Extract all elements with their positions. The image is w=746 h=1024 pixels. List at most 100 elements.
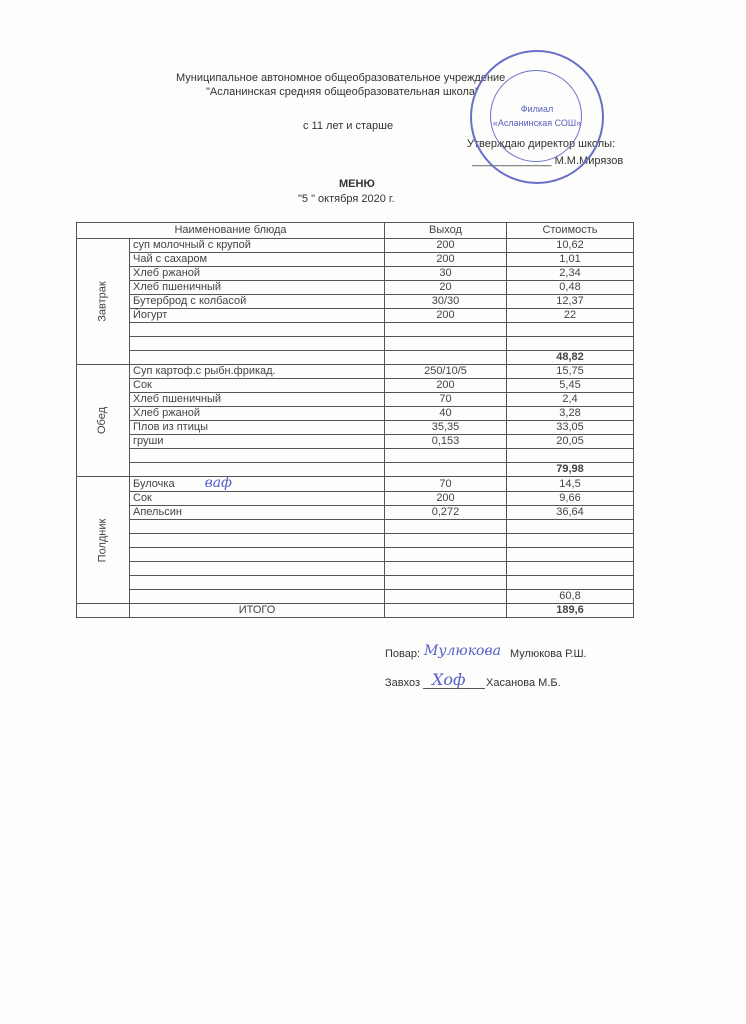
age-group: с 11 лет и старше	[303, 120, 394, 132]
dish-output: 20	[384, 280, 507, 295]
empty-cell	[76, 603, 130, 618]
dish-name: Апельсин	[129, 505, 385, 520]
table-row: Сок 200 9,66	[77, 491, 634, 506]
dish-output: 250/10/5	[384, 364, 507, 379]
dish-output: 35,35	[384, 420, 507, 435]
dish-name: суп молочный с крупой	[129, 238, 385, 253]
dish-name: Суп картоф.с рыбн.фрикад.	[129, 364, 385, 379]
header-cost: Стоимость	[506, 222, 634, 239]
dish-output: 200	[384, 491, 507, 506]
empty-cell	[129, 462, 385, 477]
dish-output	[384, 561, 507, 576]
org-line-2: "Асланинская средняя общеобразовательная…	[206, 86, 479, 98]
section-total-row: 48,82	[77, 350, 634, 365]
table-row: Полдник Булочка ваф 70 14,5	[76, 475, 634, 604]
dish-output	[384, 336, 507, 351]
dish-output: 200	[384, 308, 507, 323]
stamp-line-2: «Асланинская СОШ»	[492, 118, 582, 128]
table-row	[77, 561, 634, 576]
school-stamp: Филиал «Асланинская СОШ»	[470, 50, 604, 184]
dish-output	[384, 519, 507, 534]
empty-cell	[384, 589, 507, 604]
dish-name: Хлеб пшеничный	[129, 280, 385, 295]
table-row	[77, 575, 634, 590]
meal-label: Обед	[76, 364, 130, 477]
dish-cost: 10,62	[506, 238, 634, 253]
meal-name: Обед	[96, 406, 109, 435]
table-row	[77, 322, 634, 337]
dish-output	[384, 448, 507, 463]
table-row: Хлеб ржаной 30 2,34	[77, 266, 634, 281]
table-row: Обед Суп картоф.с рыбн.фрикад. 250/10/5 15,…	[76, 364, 634, 477]
dish-output: 40	[384, 406, 507, 421]
org-line-1: Муниципальное автономное общеобразовател…	[176, 72, 506, 84]
grand-total-row: ИТОГО 189,6	[76, 603, 634, 618]
dish-output: 30	[384, 266, 507, 281]
menu-table: Наименование блюда Выход Стоимость Завтр…	[76, 222, 634, 618]
dish-name: Бутерброд с колбасой	[129, 294, 385, 309]
table-row: Хлеб пшеничный 20 0,48	[77, 280, 634, 295]
section-total-row: 60,8	[77, 589, 634, 604]
dish-cost: 9,66	[506, 491, 634, 506]
supply-label: Завхоз	[385, 677, 421, 689]
table-row	[77, 533, 634, 548]
dish-cost	[506, 448, 634, 463]
table-row: Завтрак суп молочный с крупой 200 10,62	[76, 238, 634, 365]
table-row	[77, 336, 634, 351]
header-dish: Наименование блюда	[76, 222, 385, 239]
dish-name	[129, 547, 385, 562]
section-total: 60,8	[506, 589, 634, 604]
dish-name: Чай с сахаром	[129, 252, 385, 267]
table-row	[77, 448, 634, 463]
dish-name: Сок	[129, 491, 385, 506]
table-row: Бутерброд с колбасой 30/30 12,37	[77, 294, 634, 309]
dish-name: Хлеб ржаной	[129, 406, 385, 421]
dish-cost: 2,4	[506, 392, 634, 407]
dish-cost: 0,48	[506, 280, 634, 295]
table-row: Хлеб ржаной 40 3,28	[77, 406, 634, 421]
dish-output	[384, 547, 507, 562]
dish-name: Хлеб ржаной	[129, 266, 385, 281]
table-row	[77, 519, 634, 534]
dish-cost	[506, 575, 634, 590]
table-row	[77, 547, 634, 562]
table-row: Хлеб пшеничный 70 2,4	[77, 392, 634, 407]
dish-cost: 36,64	[506, 505, 634, 520]
dish-cost: 14,5	[506, 476, 634, 492]
table-row: Чай с сахаром 200 1,01	[77, 252, 634, 267]
dish-name: Йогурт	[129, 308, 385, 323]
empty-cell	[129, 589, 385, 604]
grand-total: 189,6	[506, 603, 634, 618]
supply-name: Хасанова М.Б.	[486, 677, 561, 689]
dish-output	[384, 322, 507, 337]
dish-cost: 20,05	[506, 434, 634, 449]
meal-label: Завтрак	[76, 238, 130, 365]
dish-cost: 15,75	[506, 364, 634, 379]
table-row: Плов из птицы 35,35 33,05	[77, 420, 634, 435]
cook-label: Повар:	[385, 648, 421, 660]
dish-cost: 1,01	[506, 252, 634, 267]
dish-name: Сок	[129, 378, 385, 393]
page-title: МЕНЮ	[339, 178, 375, 190]
cook-name: Мулюкова Р.Ш.	[510, 648, 587, 660]
dish-output: 70	[384, 392, 507, 407]
empty-cell	[129, 350, 385, 365]
table-header: Наименование блюда Выход Стоимость	[76, 222, 634, 239]
empty-cell	[384, 350, 507, 365]
dish-name: Булочка ваф	[129, 475, 385, 492]
dish-name	[129, 336, 385, 351]
table-row: Йогурт 200 22	[77, 308, 634, 323]
handwritten-note: ваф	[204, 475, 233, 491]
dish-output: 200	[384, 252, 507, 267]
grand-total-label: ИТОГО	[129, 603, 385, 618]
menu-date: "5 " октября 2020 г.	[298, 193, 395, 205]
dish-cost	[506, 561, 634, 576]
dish-name	[129, 519, 385, 534]
stamp-line-1: Филиал	[520, 104, 554, 114]
dish-output: 200	[384, 378, 507, 393]
empty-cell	[384, 603, 507, 618]
dish-name: груши	[129, 434, 385, 449]
meal-label: Полдник	[76, 476, 130, 604]
dish-output: 30/30	[384, 294, 507, 309]
dish-cost	[506, 519, 634, 534]
